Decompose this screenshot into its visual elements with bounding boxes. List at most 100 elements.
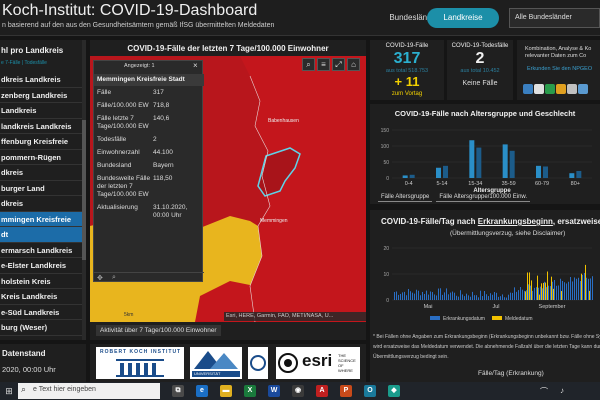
landkreis-list-item[interactable]: ffenburg Kreisfreie [0,134,82,150]
outlook-icon[interactable]: O [364,385,376,397]
x-tick-label: 0-4 [405,181,413,187]
landkreis-list-item[interactable]: landkreis Landkreis [0,119,82,134]
network-icon[interactable]: ⌒ [540,387,548,396]
app-icon[interactable] [556,84,566,94]
bar [528,284,529,300]
layers-icon[interactable]: ≡ [317,58,330,71]
popup-row: Todesfälle 2 [97,136,201,144]
landkreis-list-item[interactable]: dkreis [0,165,82,181]
bar [442,294,443,300]
bar [576,170,582,178]
bar [498,296,499,300]
speaker-icon[interactable]: ♪ [560,386,564,395]
bar [554,280,555,300]
bar [409,174,415,178]
bar [548,285,549,300]
landkreis-list-item[interactable]: burger Land [0,181,82,196]
landkreis-list-item[interactable]: dkreis [0,196,82,212]
landkreis-list-item[interactable]: Landkreis [0,103,82,119]
landkreis-list-item[interactable]: holstein Kreis [0,274,82,289]
datenstand-value: 2020, 00:00 Uhr [2,365,56,374]
excel-icon[interactable]: X [244,385,256,397]
app-icon[interactable] [567,84,577,94]
app-icon[interactable] [578,84,588,94]
kpi-cases-total: aus total 518.753 [385,68,429,74]
memmingen-highlight[interactable] [257,147,301,197]
close-icon[interactable]: × [193,61,198,70]
landkreis-list-item[interactable]: pommern-Rügen [0,150,82,165]
rki-logo-text: ROBERT KOCH INSTITUT [100,349,182,355]
kpi-cases-delta-note: zum Vortag [391,91,423,97]
landkreis-list-item[interactable]: ermarsch Landkreis [0,243,82,258]
popup-row-key: Bundesland [97,162,132,169]
list-scrollbar[interactable] [82,40,86,340]
bar [572,281,573,300]
bar [551,276,552,300]
bar [448,294,449,300]
app-icon[interactable] [545,84,555,94]
powerpoint-icon[interactable]: P [340,385,352,397]
bar [436,167,441,178]
rki-logo-graphic [116,359,164,377]
windows-start-icon[interactable]: ⊞ [5,386,13,396]
rki-logo[interactable]: ROBERT KOCH INSTITUT [96,347,184,379]
word-icon[interactable]: W [268,385,280,397]
tab-age-per-100k[interactable]: Fälle Altersgruppe/100.000 Einw. [436,193,531,202]
y-tick-label: 100 [381,144,390,150]
nav-landkreise-button[interactable]: Landkreise [427,8,499,28]
task-view-icon[interactable]: ⧉ [172,385,184,397]
npgeo-text-line1: Kombination, Analyse & Ko [525,46,592,52]
app-icon[interactable] [534,84,544,94]
search-icon[interactable]: ⌕ [302,58,315,71]
tab-daily-erkrankung[interactable]: Fälle/Tag (Erkrankung) [478,370,544,377]
app-icon[interactable] [523,84,533,94]
university-logo-graphic [192,351,240,377]
app-icon[interactable]: ◆ [388,385,400,397]
landkreis-list-item[interactable]: Kreis Landkreis [0,289,82,305]
home-icon[interactable]: ⌂ [347,58,360,71]
taskbar-search-input[interactable]: ⌕ e Text hier eingeben [18,383,160,399]
search-icon: ⌕ [21,384,27,394]
bar [400,293,401,300]
zoom-to-icon[interactable]: ⌕ [112,274,116,281]
esri-logo[interactable]: esri THE SCIENCE OF WHERE [276,347,360,379]
npgeo-icons [523,81,589,99]
pan-icon[interactable]: ✥ [97,275,103,282]
landkreis-list-item[interactable]: zenberg Landkreis [0,88,82,103]
landkreis-list-item[interactable]: burg (Weser) [0,320,82,336]
landkreis-list-item[interactable]: e-Elster Landkreis [0,258,82,274]
list-tabs[interactable]: e 7-Fälle | Todesfälle [1,60,47,66]
landkreis-list-item[interactable]: dkreis Landkreis [0,72,82,88]
bar [496,292,497,300]
bar [424,294,425,300]
list-scrollbar-thumb[interactable] [82,120,86,260]
tab-age-absolute[interactable]: Fälle Altersgruppe [378,193,433,202]
partner-logo[interactable] [248,347,268,379]
popup-row: Fälle 317 [97,89,201,97]
bar [428,294,429,300]
landkreis-list-item[interactable]: mmingen Kreisfreie [0,211,82,227]
windows-taskbar: ⊞ ⌕ e Text hier eingeben ⧉ e ▬ X W ◉ A P… [0,382,600,400]
nav-bundeslaender-button[interactable]: Bundesländer [389,13,439,22]
acrobat-icon[interactable]: A [316,385,328,397]
expand-icon[interactable]: ⤢ [332,58,345,71]
x-tick-label: 15-34 [468,181,482,187]
file-explorer-icon[interactable]: ▬ [220,385,232,397]
chrome-icon[interactable]: ◉ [292,385,304,397]
landkreis-list-item[interactable]: dkreis [0,336,82,341]
landkreis-list-item[interactable]: dt [0,227,82,243]
daily-title-pre: COVID-19-Fälle/Tag nach [381,217,478,226]
bar [514,287,515,300]
bar [464,296,465,300]
kpi-deaths-value: 2 [475,50,485,67]
npgeo-link[interactable]: Erkunden Sie den NPGEO [527,66,593,72]
map-tab-activity[interactable]: Aktivität über 7 Tage/100.000 Einwohner [96,325,221,336]
datenstand-panel: Datenstand 2020, 00:00 Uhr [0,344,86,382]
landkreis-list-item[interactable]: e-Süd Landkreis [0,305,82,320]
university-logo[interactable]: UNIVERSITÄT [190,347,242,379]
edge-icon[interactable]: e [196,385,208,397]
kpi-cases-label: COVID-19-Fälle [385,43,429,49]
bar [438,288,439,300]
bundesland-select[interactable]: Alle Bundesländer [509,8,600,28]
